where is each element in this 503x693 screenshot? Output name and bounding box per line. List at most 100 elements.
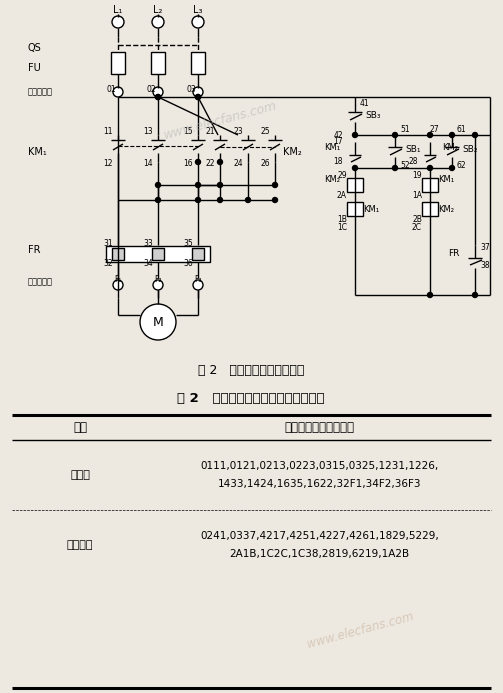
Bar bbox=[112, 248, 124, 260]
Text: 表 2   电机正反转控制线路节点网络表: 表 2 电机正反转控制线路节点网络表 bbox=[177, 392, 325, 405]
Text: 17: 17 bbox=[333, 137, 343, 146]
Circle shape bbox=[450, 132, 455, 137]
Text: 01: 01 bbox=[106, 85, 116, 94]
Text: 62: 62 bbox=[457, 161, 467, 170]
Text: 38: 38 bbox=[480, 261, 489, 270]
Circle shape bbox=[353, 132, 358, 137]
Text: 2A: 2A bbox=[337, 191, 347, 200]
Text: 节点网络（十六进制）: 节点网络（十六进制） bbox=[285, 421, 355, 434]
Text: 13: 13 bbox=[143, 128, 153, 137]
Text: 1C: 1C bbox=[337, 224, 347, 232]
Circle shape bbox=[152, 16, 164, 28]
Text: 33: 33 bbox=[143, 238, 153, 247]
Text: 2B: 2B bbox=[412, 216, 422, 225]
Circle shape bbox=[450, 166, 455, 170]
Text: 18: 18 bbox=[333, 157, 343, 166]
Text: 19: 19 bbox=[412, 170, 422, 179]
Circle shape bbox=[196, 94, 201, 100]
Text: FR: FR bbox=[449, 249, 460, 258]
Circle shape bbox=[196, 159, 201, 164]
Circle shape bbox=[112, 16, 124, 28]
Circle shape bbox=[245, 198, 250, 202]
Text: 52: 52 bbox=[400, 161, 409, 170]
Text: 61: 61 bbox=[457, 125, 467, 134]
Text: 32: 32 bbox=[104, 259, 113, 268]
Text: 电机接线柱: 电机接线柱 bbox=[28, 277, 53, 286]
Bar bbox=[347, 202, 363, 216]
Bar bbox=[191, 52, 205, 74]
Text: 11: 11 bbox=[104, 128, 113, 137]
Text: 2A1B,1C2C,1C38,2819,6219,1A2B: 2A1B,1C2C,1C38,2819,6219,1A2B bbox=[229, 549, 409, 559]
Bar bbox=[106, 246, 210, 262]
Circle shape bbox=[192, 16, 204, 28]
Text: KM₁: KM₁ bbox=[438, 175, 454, 184]
Text: F₂: F₂ bbox=[154, 274, 162, 283]
Circle shape bbox=[193, 87, 203, 97]
Circle shape bbox=[428, 166, 433, 170]
Circle shape bbox=[155, 94, 160, 100]
Text: KM₁: KM₁ bbox=[363, 204, 379, 213]
Text: KM₁: KM₁ bbox=[324, 143, 340, 152]
Text: F₃: F₃ bbox=[194, 274, 202, 283]
Text: 42: 42 bbox=[333, 130, 343, 139]
Text: 电源接线柱: 电源接线柱 bbox=[28, 87, 53, 96]
Text: 29: 29 bbox=[338, 170, 347, 179]
Text: 控制回路: 控制回路 bbox=[67, 540, 93, 550]
Text: 26: 26 bbox=[261, 159, 270, 168]
Circle shape bbox=[155, 182, 160, 188]
Text: L₃: L₃ bbox=[193, 5, 203, 15]
Text: 25: 25 bbox=[261, 128, 270, 137]
Circle shape bbox=[472, 132, 477, 137]
Text: QS: QS bbox=[28, 43, 42, 53]
Text: www.elecfans.com: www.elecfans.com bbox=[162, 98, 278, 141]
Circle shape bbox=[353, 166, 358, 170]
Bar bbox=[422, 178, 438, 192]
Circle shape bbox=[392, 132, 397, 137]
Text: 16: 16 bbox=[184, 159, 193, 168]
Text: 12: 12 bbox=[104, 159, 113, 168]
Text: FR: FR bbox=[28, 245, 41, 255]
Circle shape bbox=[217, 182, 222, 188]
Text: www.elecfans.com: www.elecfans.com bbox=[305, 609, 415, 651]
Text: 15: 15 bbox=[184, 128, 193, 137]
Text: KM₂: KM₂ bbox=[283, 147, 302, 157]
Text: 0241,0337,4217,4251,4227,4261,1829,5229,: 0241,0337,4217,4251,4227,4261,1829,5229, bbox=[200, 531, 439, 541]
Circle shape bbox=[196, 198, 201, 202]
Bar bbox=[151, 52, 165, 74]
Text: 23: 23 bbox=[233, 128, 243, 137]
Text: 24: 24 bbox=[233, 159, 243, 168]
Text: 1433,1424,1635,1622,32F1,34F2,36F3: 1433,1424,1635,1622,32F1,34F2,36F3 bbox=[218, 479, 421, 489]
Text: F₁: F₁ bbox=[114, 274, 122, 283]
Text: 36: 36 bbox=[183, 259, 193, 268]
Text: 1A: 1A bbox=[412, 191, 422, 200]
Text: 图 2   电机控制线路节点编码: 图 2 电机控制线路节点编码 bbox=[198, 364, 304, 376]
Circle shape bbox=[155, 94, 160, 100]
Circle shape bbox=[196, 94, 201, 100]
Text: 主回路: 主回路 bbox=[70, 470, 90, 480]
Text: 35: 35 bbox=[183, 238, 193, 247]
Text: 14: 14 bbox=[143, 159, 153, 168]
Circle shape bbox=[140, 304, 176, 340]
Circle shape bbox=[472, 292, 477, 297]
Text: KM₂: KM₂ bbox=[438, 204, 454, 213]
Text: SB₁: SB₁ bbox=[405, 146, 421, 155]
Circle shape bbox=[217, 198, 222, 202]
Circle shape bbox=[273, 182, 278, 188]
Text: SB₂: SB₂ bbox=[462, 146, 477, 155]
Circle shape bbox=[193, 280, 203, 290]
Bar bbox=[152, 248, 164, 260]
Text: 31: 31 bbox=[104, 238, 113, 247]
Bar bbox=[111, 52, 125, 74]
Circle shape bbox=[273, 198, 278, 202]
Text: M: M bbox=[152, 315, 163, 328]
Circle shape bbox=[428, 292, 433, 297]
Text: L₂: L₂ bbox=[153, 5, 162, 15]
Circle shape bbox=[392, 166, 397, 170]
Text: FU: FU bbox=[28, 63, 41, 73]
Text: 41: 41 bbox=[360, 98, 370, 107]
Text: L₁: L₁ bbox=[113, 5, 123, 15]
Text: KM₂: KM₂ bbox=[324, 175, 340, 184]
Text: 1B: 1B bbox=[337, 216, 347, 225]
Text: 51: 51 bbox=[400, 125, 409, 134]
Text: 回路: 回路 bbox=[73, 421, 87, 434]
